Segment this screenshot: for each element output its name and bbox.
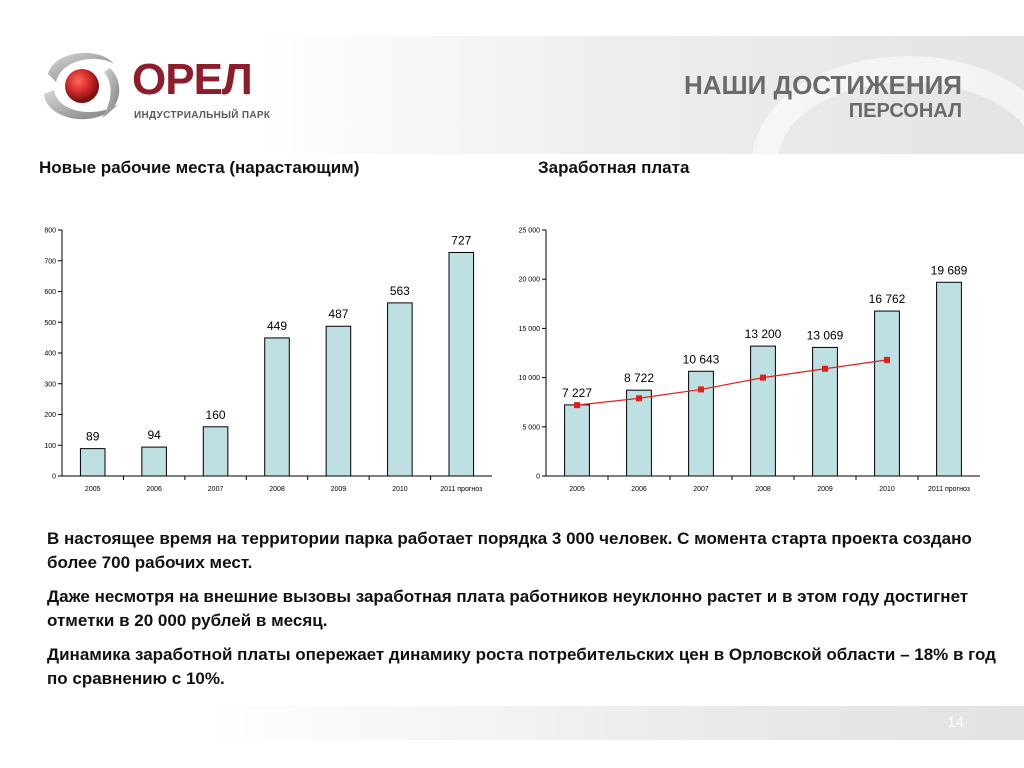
jobs-bar-2008: [264, 337, 290, 477]
jobs-bar-2011 прогноз: [448, 251, 475, 477]
jobs-x-tick-label: 2009: [331, 486, 347, 493]
jobs-y-tick-label: 200: [44, 412, 56, 419]
salary-data-label: 7 227: [562, 386, 592, 400]
jobs-y-tick-label: 600: [44, 289, 56, 296]
logo-name: ОРЕЛ: [132, 55, 253, 104]
jobs-x-tick-label: 2011 прогноз: [440, 486, 482, 493]
jobs-bar-2005: [79, 448, 106, 477]
salary-data-label: 13 200: [745, 327, 782, 341]
salary-bar-2010: [874, 310, 900, 477]
salary-y-tick-label: 0: [536, 474, 540, 481]
jobs-y-tick-label: 800: [44, 228, 56, 235]
jobs-y-tick-label: 400: [44, 351, 56, 358]
jobs-bar-2007: [202, 426, 229, 477]
jobs-bar-2006: [141, 446, 167, 477]
salary-bar-2005: [564, 404, 590, 477]
page-number: 14: [947, 714, 964, 731]
body-text: В настоящее время на территории парка ра…: [47, 527, 997, 701]
salary-x-tick-label: 2005: [569, 486, 585, 493]
salary-line-series: [576, 359, 888, 406]
jobs-x-tick-label: 2008: [269, 486, 285, 493]
salary-line-marker: [574, 402, 580, 409]
salary-data-label: 19 689: [931, 263, 968, 277]
salary-x-tick-label: 2011 прогноз: [928, 486, 970, 493]
salary-line-marker: [698, 386, 704, 393]
salary-line-marker: [760, 374, 766, 381]
header-band: [0, 36, 1024, 268]
jobs-data-label: 160: [206, 408, 226, 422]
logo: ОРЕЛ ИНДУСТРИАЛЬНЫЙ ПАРК: [40, 44, 270, 124]
salary-y-tick-label: 20 000: [519, 277, 541, 284]
footer-band: [0, 706, 1024, 740]
jobs-x-tick-label: 2006: [146, 486, 162, 493]
salary-data-label: 16 762: [869, 292, 906, 306]
jobs-y-tick-label: 700: [44, 258, 56, 265]
jobs-x-tick-label: 2010: [392, 486, 408, 493]
salary-data-label: 8 722: [624, 371, 654, 385]
jobs-x-tick-label: 2007: [208, 486, 224, 493]
jobs-y-tick-label: 0: [52, 474, 56, 481]
salary-x-tick-label: 2009: [817, 486, 833, 493]
salary-data-label: 13 069: [807, 328, 844, 342]
salary-x-tick-label: 2010: [879, 486, 895, 493]
salary-line-marker: [822, 365, 828, 372]
salary-y-tick-label: 25 000: [519, 228, 541, 235]
salary-bar-2007: [688, 370, 714, 477]
jobs-data-label: 94: [147, 428, 161, 442]
jobs-bar-chart: 0 100 200 300 400 500 600 700 800 89 2005 94 2006 160…: [44, 228, 492, 493]
jobs-bar-2010: [387, 302, 413, 477]
logo-sphere-icon: [44, 52, 120, 120]
jobs-y-tick-label: 300: [44, 381, 56, 388]
salary-bar-2008: [750, 345, 776, 477]
salary-x-tick-label: 2007: [693, 486, 709, 493]
jobs-data-label: 449: [267, 319, 287, 333]
right-chart-title: Заработная плата: [538, 158, 690, 177]
salary-y-tick-label: 15 000: [519, 326, 541, 333]
paragraph-salary: Даже несмотря на внешние вызовы заработн…: [47, 587, 969, 630]
slide-subtitle: ПЕРСОНАЛ: [848, 100, 962, 122]
jobs-data-label: 89: [86, 430, 100, 444]
jobs-y-tick-label: 100: [44, 443, 56, 450]
salary-y-tick-label: 10 000: [519, 375, 541, 382]
jobs-data-label: 727: [451, 233, 471, 247]
salary-bar-2006: [626, 389, 652, 477]
salary-x-tick-label: 2006: [631, 486, 647, 493]
jobs-data-label: 563: [390, 284, 410, 298]
jobs-data-label: 487: [328, 307, 348, 321]
jobs-y-tick-label: 500: [44, 320, 56, 327]
salary-line-marker: [636, 395, 642, 402]
jobs-x-tick-label: 2005: [85, 486, 101, 493]
slide-title: НАШИ ДОСТИЖЕНИЯ: [683, 70, 962, 100]
left-chart-title: Новые рабочие места (нарастающим): [39, 158, 360, 177]
salary-data-label: 10 643: [683, 352, 720, 366]
salary-y-tick-label: 5 000: [522, 424, 540, 431]
salary-bar-chart: 0 5 000 10 000 15 000 20 000 25 000 7 227 2005 8…: [519, 228, 980, 493]
paragraph-dynamics: Динамика заработной платы опережает дина…: [47, 645, 996, 688]
salary-line-marker: [884, 356, 890, 363]
paragraph-workers: В настоящее время на территории парка ра…: [47, 529, 972, 572]
logo-subtitle: ИНДУСТРИАЛЬНЫЙ ПАРК: [134, 110, 271, 121]
jobs-bar-2009: [325, 325, 352, 477]
salary-x-tick-label: 2008: [755, 486, 771, 493]
salary-bar-2011 прогноз: [936, 281, 962, 477]
